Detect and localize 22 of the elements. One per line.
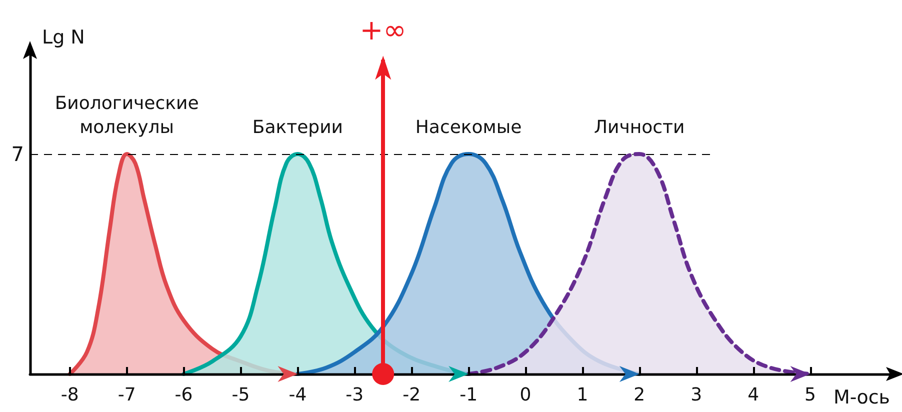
x-tick-label: 0 (520, 384, 532, 406)
x-axis-title: M-ось (833, 386, 890, 408)
series-label: Бактерии (252, 116, 343, 140)
ref-line-label: +∞ (360, 13, 407, 46)
x-tick-label: 5 (804, 384, 816, 406)
x-tick-label: 3 (690, 384, 702, 406)
x-tick-label: 1 (576, 384, 588, 406)
x-tick-label: 4 (748, 384, 760, 406)
x-tick-label: -7 (118, 384, 136, 406)
x-tick-label: -1 (460, 384, 478, 406)
text: Биологические молекулы (54, 92, 200, 140)
y-axis-title: Lg N (42, 26, 85, 48)
x-tick-label: -6 (174, 384, 193, 406)
y-tick-label: 7 (11, 142, 24, 166)
x-tick-label: 2 (634, 384, 646, 406)
x-tick-label: -8 (60, 384, 79, 406)
series-label: Личности (594, 116, 685, 140)
series-label: Насекомые (415, 116, 522, 140)
x-tick-label: -2 (402, 384, 421, 406)
x-tick-label: -4 (288, 384, 307, 406)
x-tick-label: -3 (346, 384, 364, 406)
x-tick-label: -5 (232, 384, 250, 406)
